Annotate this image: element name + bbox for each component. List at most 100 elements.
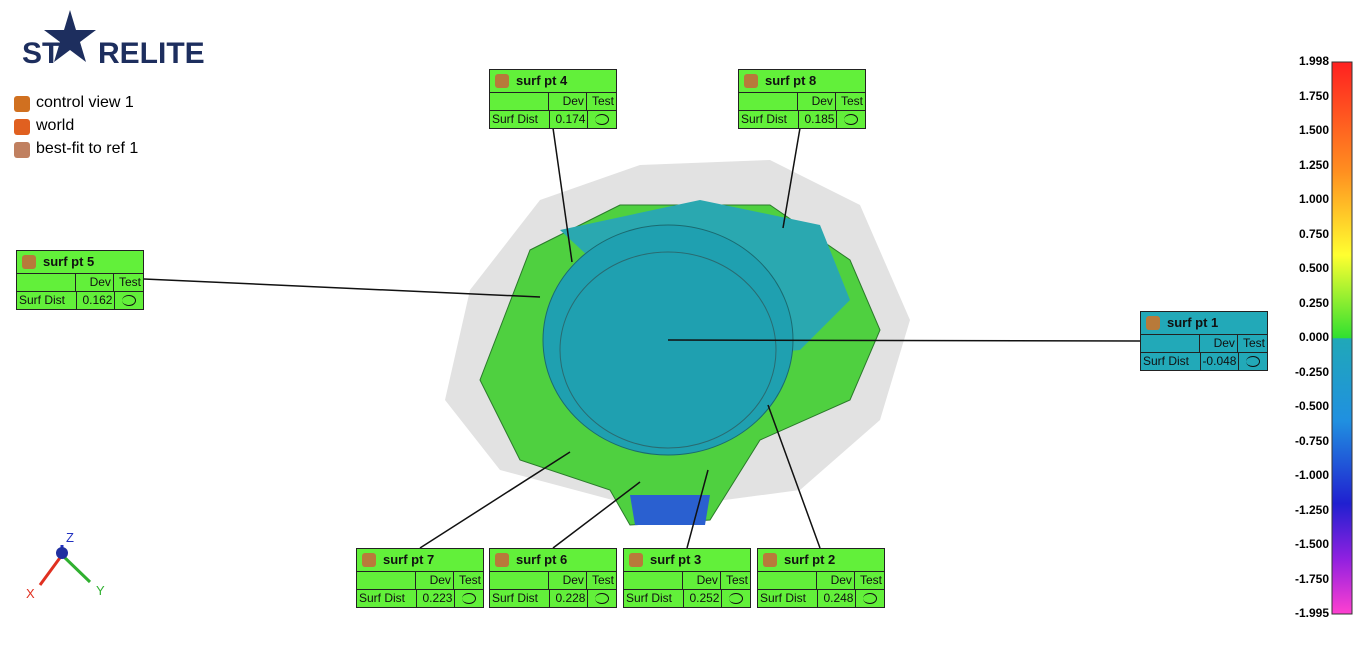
callout: surf pt 8 Dev Test Surf Dist 0.185 xyxy=(738,69,866,129)
callout-title-text: surf pt 7 xyxy=(383,552,435,567)
callout-icon xyxy=(495,74,509,88)
leader-line xyxy=(552,127,573,263)
origin xyxy=(56,547,68,559)
callout-title: surf pt 7 xyxy=(357,549,483,572)
column-header: Test xyxy=(1236,335,1267,352)
column-header: Test xyxy=(834,93,865,110)
callout-title: surf pt 8 xyxy=(739,70,865,93)
blank-cell xyxy=(357,572,415,589)
column-header: Test xyxy=(853,572,884,589)
test-indicator xyxy=(122,295,137,306)
callout-title-text: surf pt 5 xyxy=(43,254,95,269)
scale-label: 1.750 xyxy=(1298,88,1329,103)
row-label: Surf Dist xyxy=(359,591,406,605)
row-label: Surf Dist xyxy=(741,112,788,126)
y-axis xyxy=(60,553,92,584)
column-header: Dev xyxy=(682,572,720,589)
leader-line xyxy=(143,278,541,298)
scale-label: -1.750 xyxy=(1294,571,1329,586)
test-indicator xyxy=(595,114,610,125)
callout-title: surf pt 5 xyxy=(17,251,143,274)
callout-row: Surf Dist 0.223 xyxy=(357,590,483,607)
row-label: Surf Dist xyxy=(492,591,539,605)
scale-label: -1.000 xyxy=(1294,468,1329,482)
scale-label: -0.750 xyxy=(1294,433,1329,448)
scale-label: 1.000 xyxy=(1298,192,1329,206)
callout-title: surf pt 1 xyxy=(1141,312,1267,335)
callout-icon xyxy=(1146,316,1160,330)
scale-label: -1.250 xyxy=(1294,502,1329,517)
callout-icon xyxy=(495,553,509,567)
scale-label: 1.500 xyxy=(1298,123,1329,137)
callout: surf pt 3 Dev Test Surf Dist 0.252 xyxy=(623,548,751,608)
blank-cell xyxy=(490,93,548,110)
column-header: Test xyxy=(452,572,483,589)
logo: ST RELITE xyxy=(22,10,205,70)
axis-triad: Z X Y xyxy=(26,530,105,601)
callout: surf pt 2 Dev Test Surf Dist 0.248 xyxy=(757,548,885,608)
logo-star xyxy=(44,10,96,62)
color-bar xyxy=(1331,61,1353,615)
column-header: Test xyxy=(719,572,750,589)
dev-value: 0.248 xyxy=(817,590,855,607)
leader-line xyxy=(686,469,709,549)
callout-row: Surf Dist 0.174 xyxy=(490,111,616,128)
column-header: Test xyxy=(585,572,616,589)
test-indicator xyxy=(595,593,610,604)
row-label: Surf Dist xyxy=(492,112,539,126)
dev-value: -0.048 xyxy=(1200,353,1238,370)
scale-label: -0.500 xyxy=(1294,399,1329,413)
dev-value: 0.252 xyxy=(683,590,721,607)
tree-item: world xyxy=(36,117,75,134)
test-indicator xyxy=(844,114,859,125)
scale-label: 1.250 xyxy=(1298,157,1329,172)
callout: surf pt 4 Dev Test Surf Dist 0.174 xyxy=(489,69,617,129)
callout: surf pt 1 Dev Test Surf Dist -0.048 xyxy=(1140,311,1268,371)
callout-title-text: surf pt 3 xyxy=(650,552,702,567)
dev-value: 0.228 xyxy=(549,590,587,607)
callout-header: Dev Test xyxy=(624,572,750,590)
callout-icon xyxy=(744,74,758,88)
row-label: Surf Dist xyxy=(626,591,673,605)
scale-label: 0.000 xyxy=(1298,330,1329,344)
dev-value: 0.185 xyxy=(798,111,836,128)
callout-title-text: surf pt 8 xyxy=(765,73,817,88)
blank-cell xyxy=(17,274,75,291)
row-label: Surf Dist xyxy=(1143,354,1190,368)
row-label: Surf Dist xyxy=(760,591,807,605)
callout-row: Surf Dist -0.048 xyxy=(1141,353,1267,370)
callout-header: Dev Test xyxy=(758,572,884,590)
tree-icon xyxy=(14,142,30,158)
scale-label: 0.750 xyxy=(1298,226,1329,241)
tree-icon xyxy=(14,119,30,135)
tree-item: best-fit to ref 1 xyxy=(36,140,139,157)
column-header: Dev xyxy=(1199,335,1237,352)
part-ring xyxy=(559,251,777,449)
callout-row: Surf Dist 0.228 xyxy=(490,590,616,607)
dev-value: 0.223 xyxy=(416,590,454,607)
column-header: Dev xyxy=(797,93,835,110)
callout-row: Surf Dist 0.185 xyxy=(739,111,865,128)
blank-cell xyxy=(739,93,797,110)
callout-title: surf pt 6 xyxy=(490,549,616,572)
test-cell xyxy=(1238,353,1267,370)
scale-label: 1.998 xyxy=(1298,54,1329,68)
test-cell xyxy=(836,111,865,128)
callout: surf pt 5 Dev Test Surf Dist 0.162 xyxy=(16,250,144,310)
leader-line xyxy=(782,127,801,229)
part-notch xyxy=(630,495,710,525)
leader-line xyxy=(667,339,1141,342)
callout-row: Surf Dist 0.162 xyxy=(17,292,143,309)
tree-item: control view 1 xyxy=(36,94,134,111)
column-header: Dev xyxy=(548,93,586,110)
row-label: Surf Dist xyxy=(19,293,66,307)
callout: surf pt 6 Dev Test Surf Dist 0.228 xyxy=(489,548,617,608)
test-indicator xyxy=(729,593,744,604)
callout-icon xyxy=(362,553,376,567)
callout-header: Dev Test xyxy=(490,572,616,590)
test-cell xyxy=(855,590,884,607)
callout-row: Surf Dist 0.248 xyxy=(758,590,884,607)
callout-title-text: surf pt 4 xyxy=(516,73,568,88)
